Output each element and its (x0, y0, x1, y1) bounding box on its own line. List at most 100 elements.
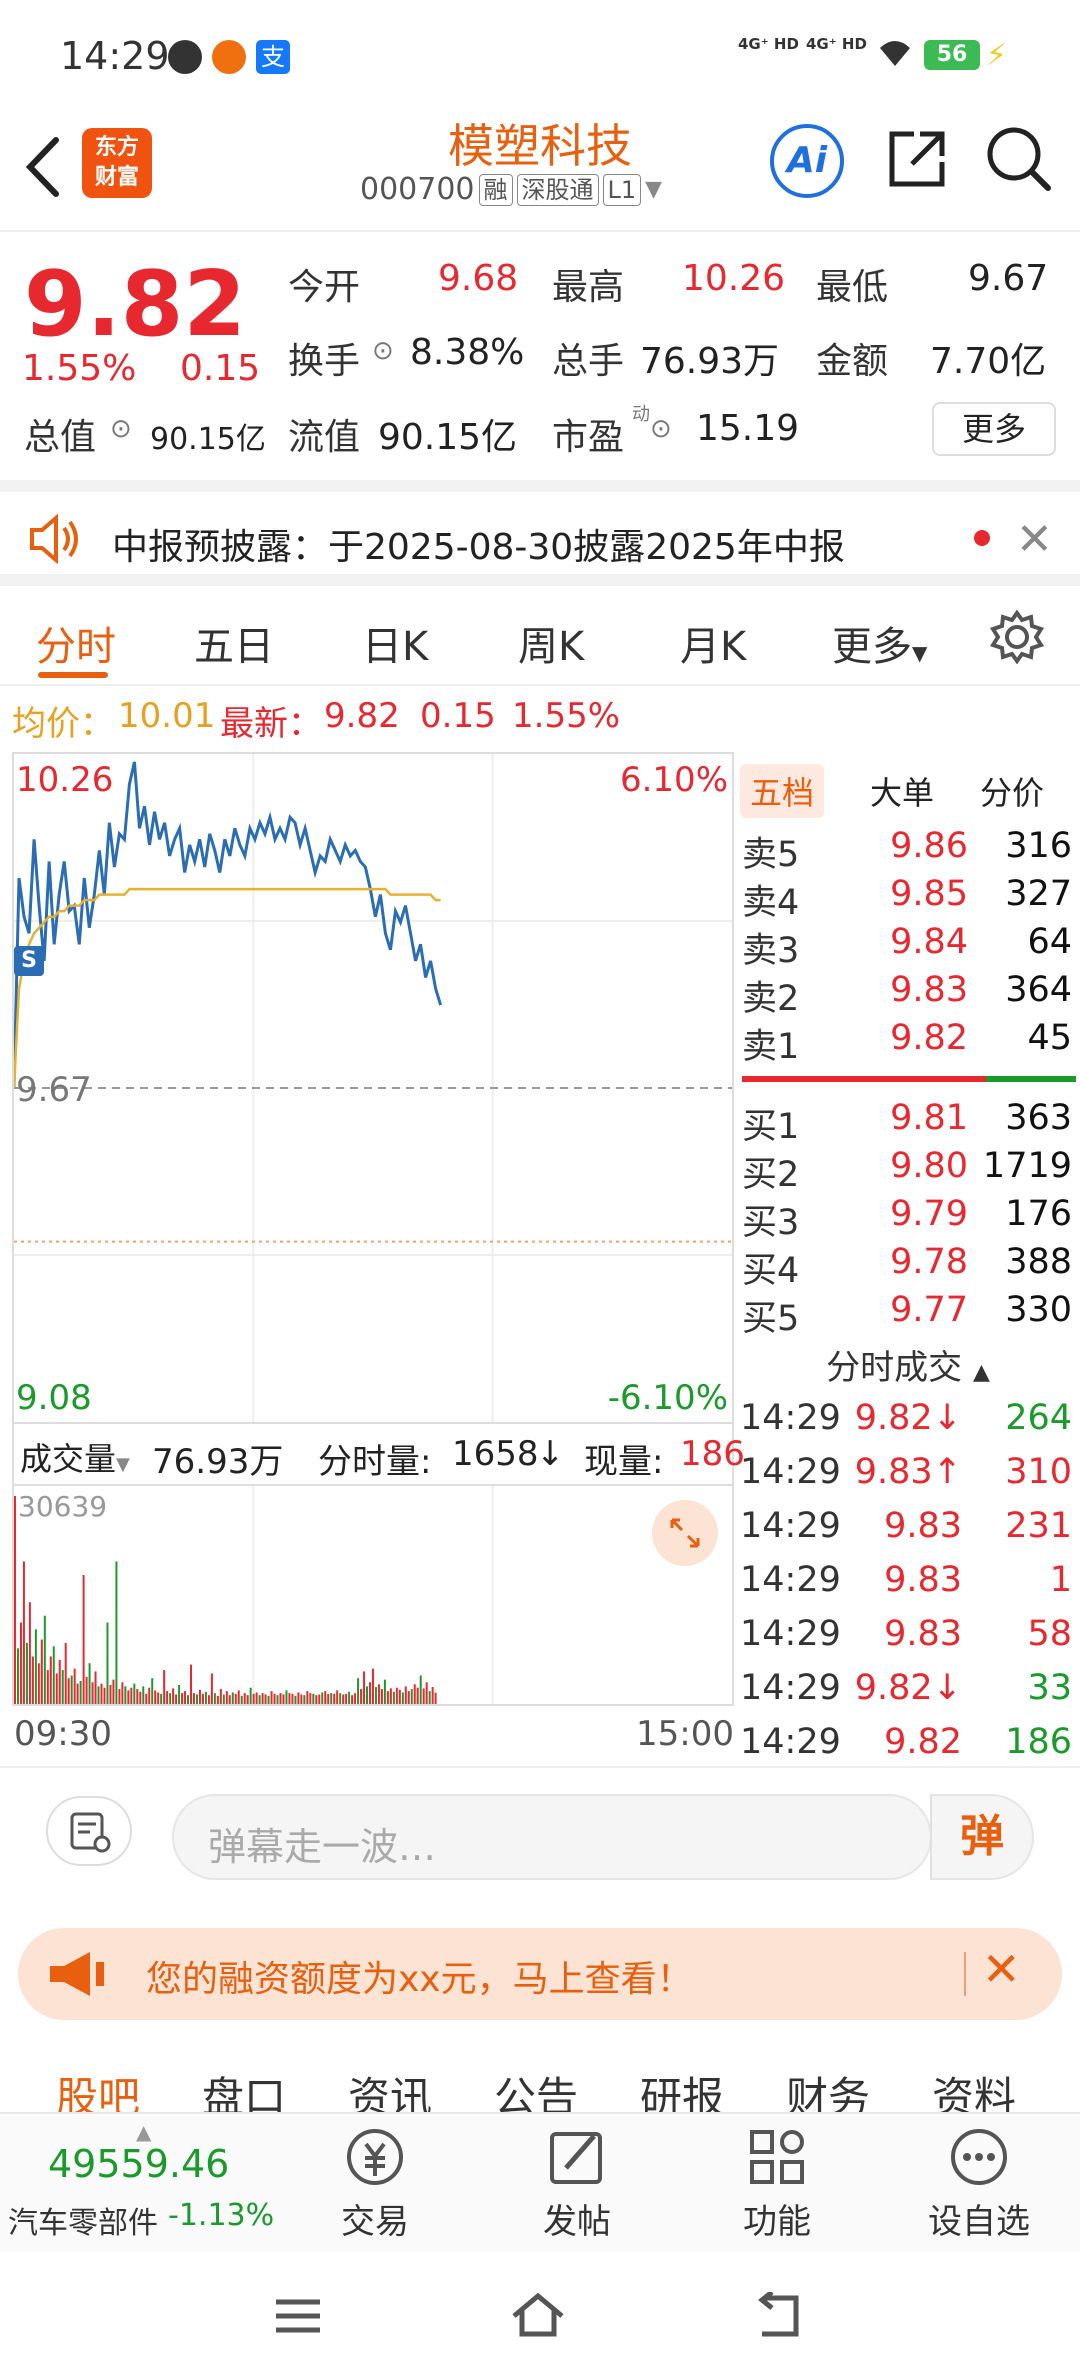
minute-volume-label: 分时量: (318, 1442, 432, 1482)
back-icon[interactable] (752, 2290, 808, 2340)
order-book: 五档 大单 分价 卖5 9.86 316 卖4 9.85 327 卖3 9.84 64 卖2… (736, 752, 1080, 1764)
ai-icon[interactable]: Ai (770, 124, 844, 198)
close-icon[interactable]: ✕ (1016, 514, 1053, 565)
volume-bar (303, 1695, 306, 1704)
change-percent: 1.55% (22, 348, 137, 389)
expand-icon[interactable] (652, 1500, 718, 1566)
intraday-chart[interactable]: 10.26 6.10% 9.67 9.08 -6.10% S (12, 752, 734, 1424)
stock-code-row[interactable]: 000700 融 深股通 L1 ▼ (360, 172, 662, 207)
grid-icon (750, 2130, 804, 2184)
volume-bar (106, 1622, 109, 1704)
trade-button[interactable]: 交易 (310, 2126, 440, 2243)
close-icon[interactable]: ✕ (982, 1942, 1021, 1996)
y-max-pct-label: 6.10% (619, 760, 728, 800)
info-icon[interactable]: ⊙ (650, 414, 672, 444)
trades-title[interactable]: 分时成交 ▲ (826, 1348, 990, 1388)
danmaku-send-button[interactable]: 弹 (930, 1794, 1034, 1880)
volume-selector[interactable]: 成交量▼ (20, 1440, 130, 1478)
volume-chart[interactable]: 30639 (12, 1484, 734, 1706)
back-arrow-icon[interactable] (18, 132, 68, 202)
volume-bar (52, 1646, 55, 1704)
tab-big-orders[interactable]: 大单 (870, 774, 935, 812)
tab-price-distribution[interactable]: 分价 (980, 774, 1045, 812)
share-icon[interactable] (884, 126, 950, 192)
notice-banner[interactable]: 中报预披露：于2025-08-30披露2025年中报 ✕ (0, 480, 1080, 586)
tab-five-levels[interactable]: 五档 (740, 764, 825, 818)
change-value: 0.15 (180, 348, 261, 389)
amount-label: 金额 (816, 341, 889, 382)
volume-bar (261, 1693, 264, 1704)
float-cap-label: 流值 (288, 417, 361, 458)
bottom-toolbar: ▲ 49559.46 汽车零部件 -1.13% 交易 发帖 功能 设自选 (0, 2112, 1080, 2252)
volume-bar (410, 1689, 413, 1704)
ask-row: 卖5 9.86 316 (742, 826, 1072, 875)
tab-intraday[interactable]: 分时 (36, 624, 116, 670)
gear-icon[interactable] (989, 609, 1045, 665)
add-watchlist-button[interactable]: 设自选 (914, 2126, 1044, 2243)
tab-monthly-k[interactable]: 月K (680, 624, 747, 670)
volume-bar (136, 1689, 139, 1704)
margin-promo-banner[interactable]: 您的融资额度为xx元，马上查看！ ✕ (18, 1928, 1062, 2020)
volume-bar (264, 1694, 267, 1704)
volume-bar (383, 1679, 386, 1704)
volume-bar (324, 1691, 327, 1704)
bid-row: 买2 9.80 1719 (742, 1146, 1072, 1195)
functions-button[interactable]: 功能 (712, 2126, 842, 2243)
volume-bar (270, 1691, 273, 1704)
tab-weekly-k[interactable]: 周K (518, 624, 585, 670)
home-icon[interactable] (508, 2290, 568, 2340)
danmaku-input[interactable]: 弹幕走一波… (172, 1794, 932, 1880)
volume-bar (389, 1688, 392, 1704)
pe-label: 市盈 (552, 417, 625, 458)
info-icon[interactable]: ⊙ (372, 336, 394, 366)
volume-bar (166, 1691, 169, 1704)
ask-row: 卖3 9.84 64 (742, 922, 1072, 971)
signal-marker-icon[interactable]: S (14, 946, 44, 976)
tab-more[interactable]: 更多▼ (832, 624, 928, 670)
post-button[interactable]: 发帖 (512, 2126, 642, 2243)
volume-bar (61, 1670, 64, 1704)
eastmoney-logo: 东方 财富 (82, 128, 152, 198)
latest-change: 0.15 (420, 696, 496, 736)
volume-bar (243, 1693, 246, 1704)
volume-bar (55, 1673, 58, 1704)
volume-bar (145, 1693, 148, 1704)
menu-icon[interactable] (272, 2296, 324, 2336)
volume-bar (386, 1691, 389, 1704)
search-icon[interactable] (984, 124, 1054, 194)
volume-bar (88, 1663, 91, 1704)
volume-bar (249, 1687, 252, 1704)
volume-bar (258, 1695, 261, 1704)
more-button[interactable]: 更多 (932, 402, 1056, 456)
volume-bar (222, 1694, 225, 1704)
high-label: 最高 (552, 267, 625, 308)
volume-bar (127, 1690, 130, 1704)
volume-bar (19, 1622, 22, 1704)
volume-bar (422, 1688, 425, 1704)
ask-row: 卖2 9.83 364 (742, 970, 1072, 1019)
volume-bar (330, 1693, 333, 1704)
danmaku-placeholder: 弹幕走一波… (208, 1825, 437, 1869)
volume-bar (297, 1692, 300, 1704)
app-notification-icon (212, 40, 246, 74)
prev-close-label: 9.67 (16, 1070, 92, 1110)
high-value: 10.26 (682, 258, 786, 299)
info-icon[interactable]: ⊙ (110, 414, 132, 444)
tab-five-day[interactable]: 五日 (194, 624, 274, 670)
sector-change: -1.13% (168, 2198, 275, 2233)
volume-bar (133, 1683, 136, 1704)
volume-bar (234, 1693, 237, 1704)
danmaku-settings-icon[interactable] (46, 1796, 132, 1866)
volume-bar (357, 1678, 360, 1704)
volume-bar (163, 1670, 166, 1704)
volume-bar (312, 1693, 315, 1704)
volume-bar (204, 1691, 207, 1704)
volume-bar (336, 1690, 339, 1704)
alarm-icon (168, 40, 202, 74)
avg-price-line (14, 887, 441, 1089)
pe-value: 15.19 (696, 408, 800, 449)
volume-bar (201, 1693, 204, 1704)
volume-bar (321, 1692, 324, 1704)
volume-bar (377, 1684, 380, 1704)
tab-daily-k[interactable]: 日K (362, 624, 429, 670)
